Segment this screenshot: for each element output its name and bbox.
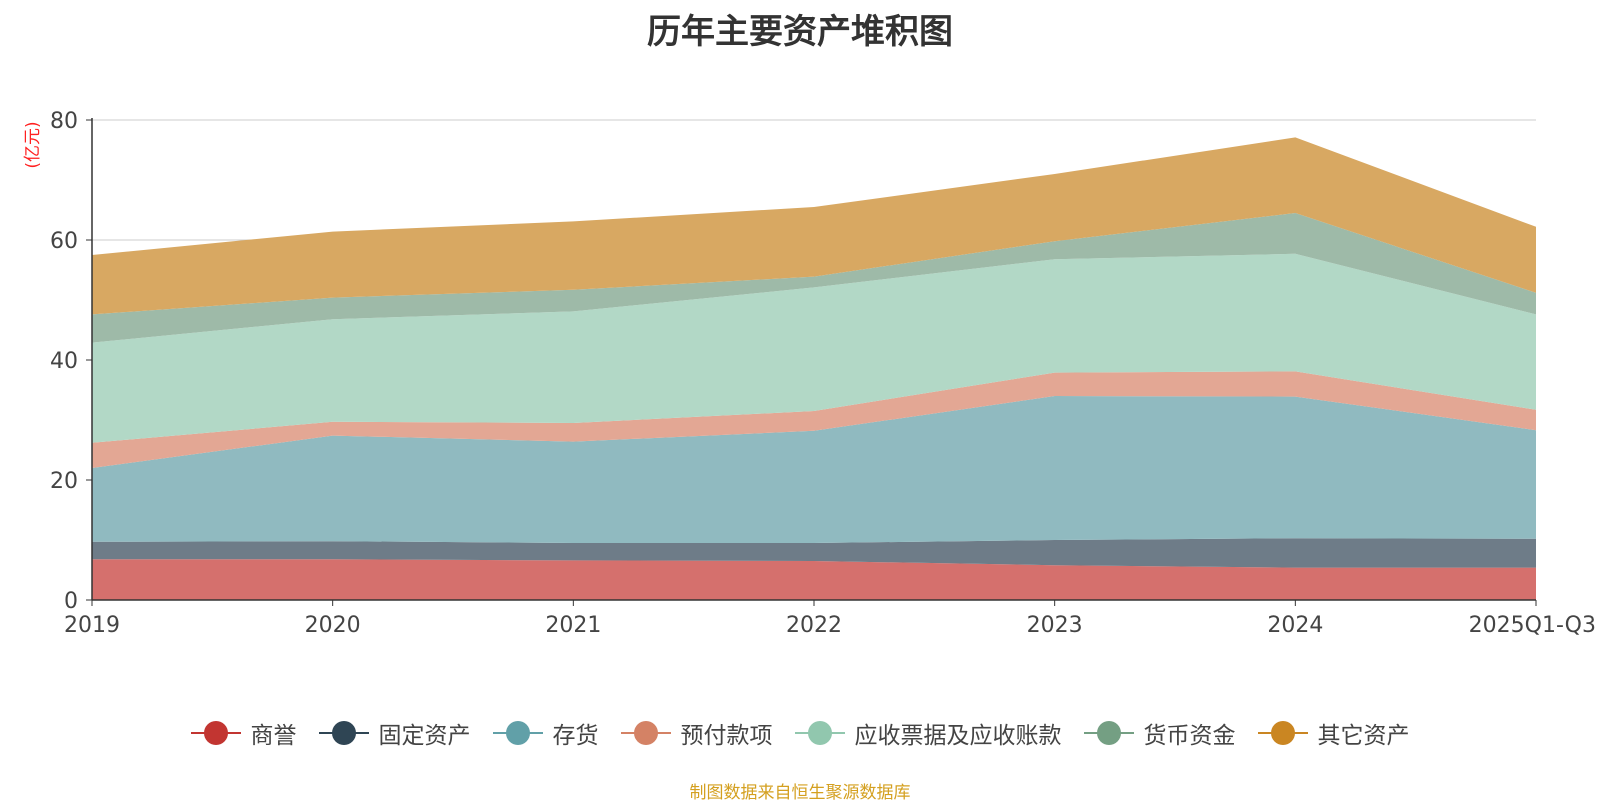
legend: 商誉 固定资产 存货 预付款项 应收票据及应收账款 货币资金 其它资产 — [0, 716, 1600, 750]
y-tick-label: 0 — [64, 589, 78, 614]
axes — [86, 118, 1537, 606]
area-series-4[interactable] — [92, 371, 1536, 468]
area-series-2[interactable] — [92, 538, 1536, 568]
x-tick-label: 2025Q1-Q3 — [1469, 613, 1596, 638]
legend-item[interactable]: 货币资金 — [1083, 716, 1236, 750]
x-tick-label: 2019 — [64, 613, 120, 638]
legend-item[interactable]: 固定资产 — [318, 716, 471, 750]
area-series-3[interactable] — [92, 396, 1536, 543]
y-tick-label: 80 — [50, 109, 78, 134]
legend-marker-icon — [318, 721, 369, 745]
legend-marker-icon — [1257, 721, 1308, 745]
legend-item[interactable]: 商誉 — [190, 716, 297, 750]
legend-item[interactable]: 其它资产 — [1257, 716, 1410, 750]
x-tick-label: 2024 — [1267, 613, 1323, 638]
area-series-6[interactable] — [92, 213, 1536, 343]
y-tick-label: 20 — [50, 469, 78, 494]
legend-label: 其它资产 — [1317, 723, 1410, 749]
legend-item[interactable]: 预付款项 — [620, 716, 773, 750]
legend-marker-icon — [620, 721, 671, 745]
legend-marker-icon — [492, 721, 543, 745]
area-series-7[interactable] — [92, 137, 1536, 315]
source-note: 制图数据来自恒生聚源数据库 — [689, 783, 911, 803]
legend-marker-icon — [794, 721, 845, 745]
x-tick-label: 2021 — [545, 613, 601, 638]
y-axis-unit-label: (亿元) — [23, 121, 43, 168]
legend-label: 预付款项 — [680, 723, 773, 749]
area-series-5[interactable] — [92, 253, 1536, 443]
chart-title: 历年主要资产堆积图 — [647, 12, 953, 52]
y-tick-label: 60 — [50, 229, 78, 254]
legend-item[interactable]: 应收票据及应收账款 — [794, 716, 1062, 750]
legend-label: 货币资金 — [1143, 723, 1236, 749]
x-tick-label: 2022 — [786, 613, 842, 638]
legend-label: 固定资产 — [378, 723, 471, 749]
area-series-1[interactable] — [92, 559, 1536, 600]
tick-labels: 0 20 40 60 80 2019 2020 2021 2022 2023 2024 2025Q1-… — [50, 109, 1596, 638]
legend-marker-icon — [190, 721, 241, 745]
y-tick-label: 40 — [50, 349, 78, 374]
legend-label: 商誉 — [250, 723, 297, 749]
legend-label: 存货 — [552, 723, 599, 749]
legend-marker-icon — [1083, 721, 1134, 745]
legend-label: 应收票据及应收账款 — [854, 723, 1062, 749]
area-layer — [92, 137, 1536, 600]
x-tick-label: 2020 — [305, 613, 361, 638]
legend-item[interactable]: 存货 — [492, 716, 599, 750]
x-tick-label: 2023 — [1027, 613, 1083, 638]
